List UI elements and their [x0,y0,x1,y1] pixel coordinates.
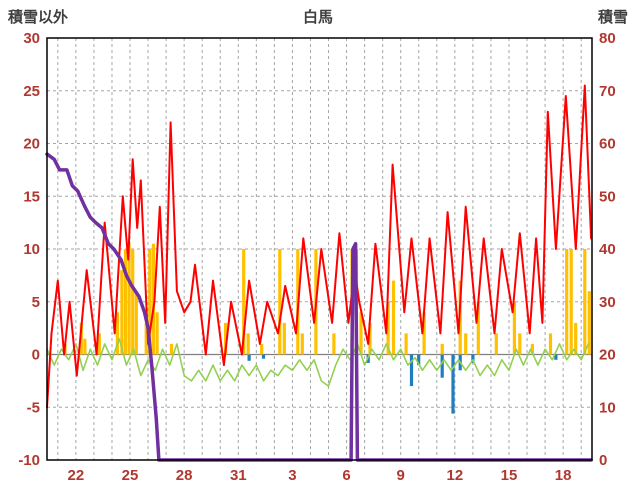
left-axis-tick: -5 [27,399,40,416]
right-axis-tick: 30 [599,294,616,311]
right-axis-tick: 0 [599,452,607,469]
x-axis-tick: 25 [122,467,139,484]
x-axis-tick: 22 [68,467,85,484]
right-axis-tick: 60 [599,136,616,153]
left-axis-tick: 10 [23,241,40,258]
x-axis-tick: 9 [397,467,405,484]
x-axis-tick: 18 [555,467,572,484]
left-axis-tick: 30 [23,30,40,47]
x-axis-tick: 31 [230,467,247,484]
right-axis-tick: 40 [599,241,616,258]
x-axis-tick: 6 [342,467,350,484]
right-axis-tick: 50 [599,188,616,205]
x-axis-tick: 3 [288,467,296,484]
x-axis-tick: 15 [501,467,518,484]
left-axis-tick: 25 [23,83,40,100]
left-axis-tick: -10 [18,452,40,469]
chart-title: 白馬 [302,9,333,26]
right-axis-tick: 10 [599,399,616,416]
x-axis-tick: 12 [447,467,464,484]
left-axis-tick: 15 [23,188,40,205]
right-axis-tick: 80 [599,30,616,47]
left-axis-tick: 20 [23,136,40,153]
x-axis-tick: 28 [176,467,193,484]
left-axis-tick: 5 [32,294,40,311]
series-temperature [46,84,593,409]
right-axis-tick: 20 [599,347,616,364]
left-axis-tick: 0 [32,347,40,364]
plot-border [46,37,593,461]
right-axis-title: 積雪 [597,9,628,26]
left-axis-title: 積雪以外 [8,9,69,26]
series-green-series [46,337,590,387]
right-axis-tick: 70 [599,83,616,100]
